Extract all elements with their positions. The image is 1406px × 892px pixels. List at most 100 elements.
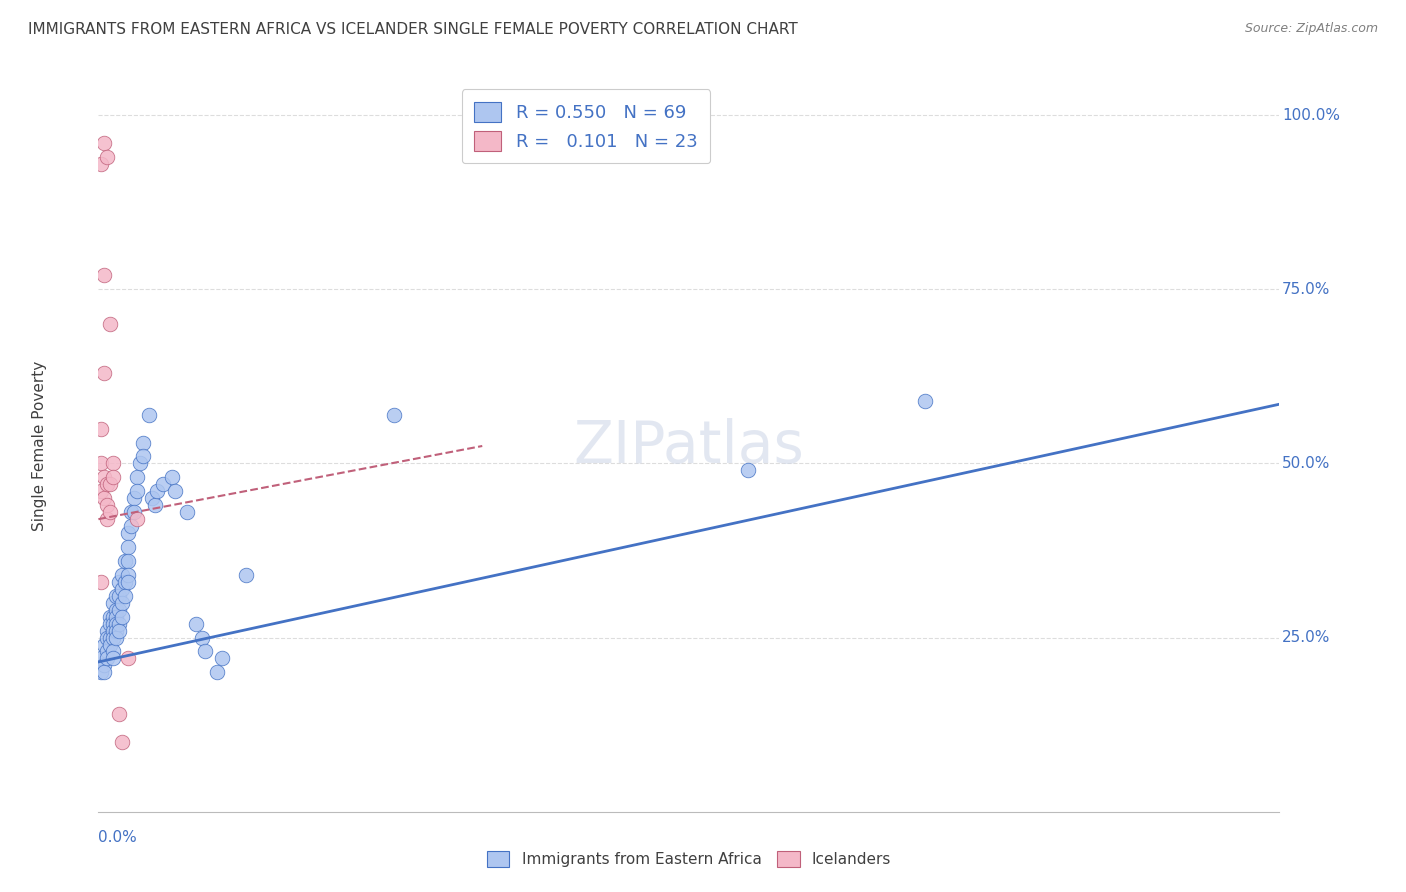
- Point: [111, 567, 134, 582]
- Point: [105, 603, 128, 617]
- Point: [111, 596, 134, 610]
- Point: [96, 651, 118, 665]
- Point: [103, 644, 125, 658]
- Point: [132, 450, 155, 464]
- Point: [165, 484, 187, 499]
- Point: [96, 624, 118, 638]
- Text: 0.0%: 0.0%: [98, 830, 138, 845]
- Text: Single Female Poverty: Single Female Poverty: [32, 361, 46, 531]
- Point: [98, 609, 121, 624]
- Point: [103, 596, 125, 610]
- Point: [737, 463, 759, 477]
- Point: [108, 574, 131, 589]
- Point: [105, 589, 128, 603]
- Point: [117, 574, 139, 589]
- Point: [103, 470, 125, 484]
- Point: [120, 519, 142, 533]
- Point: [103, 651, 125, 665]
- Point: [146, 484, 169, 499]
- Point: [141, 491, 163, 506]
- Point: [108, 603, 131, 617]
- Point: [105, 616, 128, 631]
- Point: [176, 505, 198, 519]
- Point: [98, 638, 121, 652]
- Point: [114, 589, 136, 603]
- Point: [205, 665, 228, 680]
- Point: [90, 457, 112, 471]
- Point: [90, 484, 112, 499]
- Point: [128, 457, 150, 471]
- Point: [98, 505, 121, 519]
- Point: [108, 624, 131, 638]
- Point: [103, 631, 125, 645]
- Point: [96, 512, 118, 526]
- Point: [111, 582, 134, 596]
- Point: [235, 567, 257, 582]
- Point: [90, 157, 112, 171]
- Point: [125, 470, 148, 484]
- Point: [96, 644, 118, 658]
- Point: [117, 554, 139, 568]
- Point: [125, 512, 148, 526]
- Text: IMMIGRANTS FROM EASTERN AFRICA VS ICELANDER SINGLE FEMALE POVERTY CORRELATION CH: IMMIGRANTS FROM EASTERN AFRICA VS ICELAN…: [28, 22, 797, 37]
- Point: [96, 477, 118, 491]
- Point: [211, 651, 233, 665]
- Point: [103, 616, 125, 631]
- Point: [122, 491, 145, 506]
- Text: 50.0%: 50.0%: [1282, 456, 1330, 471]
- Point: [117, 540, 139, 554]
- Point: [125, 484, 148, 499]
- Point: [162, 470, 183, 484]
- Point: [93, 136, 115, 150]
- Text: Source: ZipAtlas.com: Source: ZipAtlas.com: [1244, 22, 1378, 36]
- Point: [382, 408, 405, 422]
- Point: [93, 470, 115, 484]
- Point: [108, 707, 131, 722]
- Point: [194, 644, 217, 658]
- Point: [98, 616, 121, 631]
- Point: [96, 498, 118, 512]
- Point: [93, 665, 115, 680]
- Point: [105, 609, 128, 624]
- Point: [105, 631, 128, 645]
- Point: [96, 150, 118, 164]
- Point: [103, 457, 125, 471]
- Text: 25.0%: 25.0%: [1282, 630, 1330, 645]
- Point: [98, 631, 121, 645]
- Point: [90, 651, 112, 665]
- Legend: Immigrants from Eastern Africa, Icelanders: Immigrants from Eastern Africa, Icelande…: [481, 846, 897, 873]
- Point: [117, 526, 139, 541]
- Point: [132, 435, 155, 450]
- Point: [93, 491, 115, 506]
- Point: [111, 609, 134, 624]
- Point: [114, 554, 136, 568]
- Point: [914, 393, 936, 408]
- Point: [191, 631, 214, 645]
- Point: [114, 574, 136, 589]
- Point: [105, 624, 128, 638]
- Point: [108, 616, 131, 631]
- Point: [90, 574, 112, 589]
- Point: [108, 589, 131, 603]
- Point: [117, 567, 139, 582]
- Text: 100.0%: 100.0%: [1282, 108, 1340, 122]
- Point: [117, 651, 139, 665]
- Text: ZIPatlas: ZIPatlas: [574, 417, 804, 475]
- Point: [103, 609, 125, 624]
- Text: 75.0%: 75.0%: [1282, 282, 1330, 297]
- Point: [120, 505, 142, 519]
- Point: [122, 505, 145, 519]
- Point: [98, 477, 121, 491]
- Point: [93, 638, 115, 652]
- Point: [96, 631, 118, 645]
- Point: [143, 498, 166, 512]
- Point: [93, 366, 115, 380]
- Point: [90, 665, 112, 680]
- Point: [103, 624, 125, 638]
- Point: [138, 408, 160, 422]
- Point: [98, 317, 121, 331]
- Point: [184, 616, 207, 631]
- Point: [152, 477, 174, 491]
- Point: [93, 658, 115, 673]
- Point: [111, 735, 134, 749]
